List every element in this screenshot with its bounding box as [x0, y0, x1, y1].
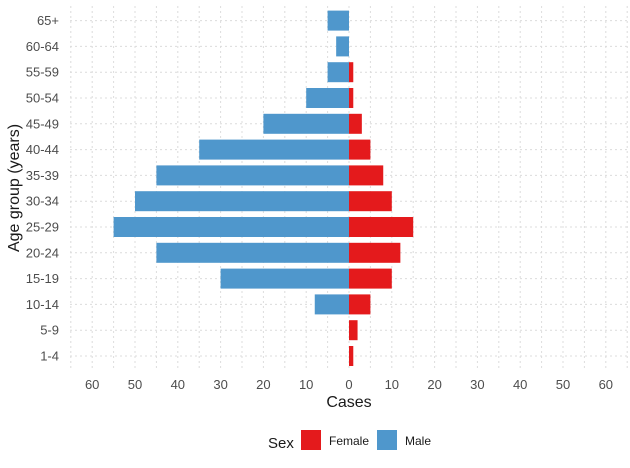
- grid: [70, 6, 628, 370]
- bar-male-35-39: [156, 165, 349, 186]
- bar-female-40-44: [349, 139, 371, 160]
- y-tick-label: 15-19: [26, 271, 59, 286]
- y-tick-label: 1-4: [40, 349, 59, 364]
- x-tick-label: 40: [513, 377, 527, 392]
- x-tick-label: 20: [256, 377, 270, 392]
- y-tick-label: 5-9: [40, 323, 59, 338]
- bar-female-35-39: [349, 165, 384, 186]
- legend: Sex Female Male: [268, 430, 431, 452]
- x-tick-label: 60: [85, 377, 99, 392]
- bar-male-25-29: [113, 217, 349, 237]
- bar-female-55-59: [349, 62, 354, 83]
- y-axis-title: Age group (years): [6, 124, 23, 252]
- bar-female-25-29: [349, 217, 414, 237]
- bar-female-50-54: [349, 88, 354, 108]
- bar-male-65+: [327, 10, 349, 31]
- bar-male-45-49: [263, 113, 349, 134]
- y-tick-label: 30-34: [26, 194, 59, 209]
- bar-male-60-64: [336, 36, 349, 57]
- x-tick-label: 50: [556, 377, 570, 392]
- bar-female-1-4: [349, 346, 354, 366]
- x-axis-ticks: 60 50 40 30 20 10 0 10 20 30 40 50 60: [85, 377, 613, 392]
- y-tick-label: 55-59: [26, 65, 59, 80]
- bar-male-50-54: [306, 88, 349, 108]
- y-tick-label: 25-29: [26, 220, 59, 235]
- bar-female-45-49: [349, 113, 362, 134]
- bar-female-30-34: [349, 191, 392, 212]
- bar-male-40-44: [199, 139, 349, 160]
- bar-male-15-19: [220, 268, 349, 289]
- legend-label-female: Female: [329, 434, 369, 448]
- y-axis-ticks: 1-4 5-9 10-14 15-19 20-24 25-29 30-34 35-39 40-4…: [26, 13, 59, 363]
- bar-female-15-19: [349, 268, 392, 289]
- x-tick-label: 0: [345, 377, 352, 392]
- bars: [113, 10, 414, 366]
- legend-label-male: Male: [405, 434, 431, 448]
- bar-female-10-14: [349, 294, 371, 315]
- bar-male-30-34: [135, 191, 349, 212]
- bar-female-5-9: [349, 320, 358, 341]
- x-axis-title: Cases: [326, 394, 371, 411]
- x-tick-label: 50: [128, 377, 142, 392]
- y-tick-label: 40-44: [26, 142, 59, 157]
- bar-male-10-14: [314, 294, 349, 315]
- legend-title: Sex: [268, 435, 294, 452]
- bar-female-20-24: [349, 242, 401, 263]
- x-tick-label: 30: [470, 377, 484, 392]
- bar-male-20-24: [156, 242, 349, 263]
- bar-male-55-59: [327, 62, 349, 83]
- y-tick-label: 20-24: [26, 245, 59, 260]
- x-tick-label: 30: [213, 377, 227, 392]
- y-tick-label: 50-54: [26, 91, 59, 106]
- x-tick-label: 10: [299, 377, 313, 392]
- x-tick-label: 40: [171, 377, 185, 392]
- y-tick-label: 60-64: [26, 39, 59, 54]
- y-tick-label: 45-49: [26, 116, 59, 131]
- legend-swatch-female: [301, 430, 321, 450]
- x-tick-label: 20: [427, 377, 441, 392]
- x-tick-label: 10: [385, 377, 399, 392]
- y-tick-label: 10-14: [26, 297, 59, 312]
- legend-swatch-male: [377, 430, 397, 450]
- y-tick-label: 35-39: [26, 168, 59, 183]
- y-tick-label: 65+: [37, 13, 59, 28]
- x-tick-label: 60: [599, 377, 613, 392]
